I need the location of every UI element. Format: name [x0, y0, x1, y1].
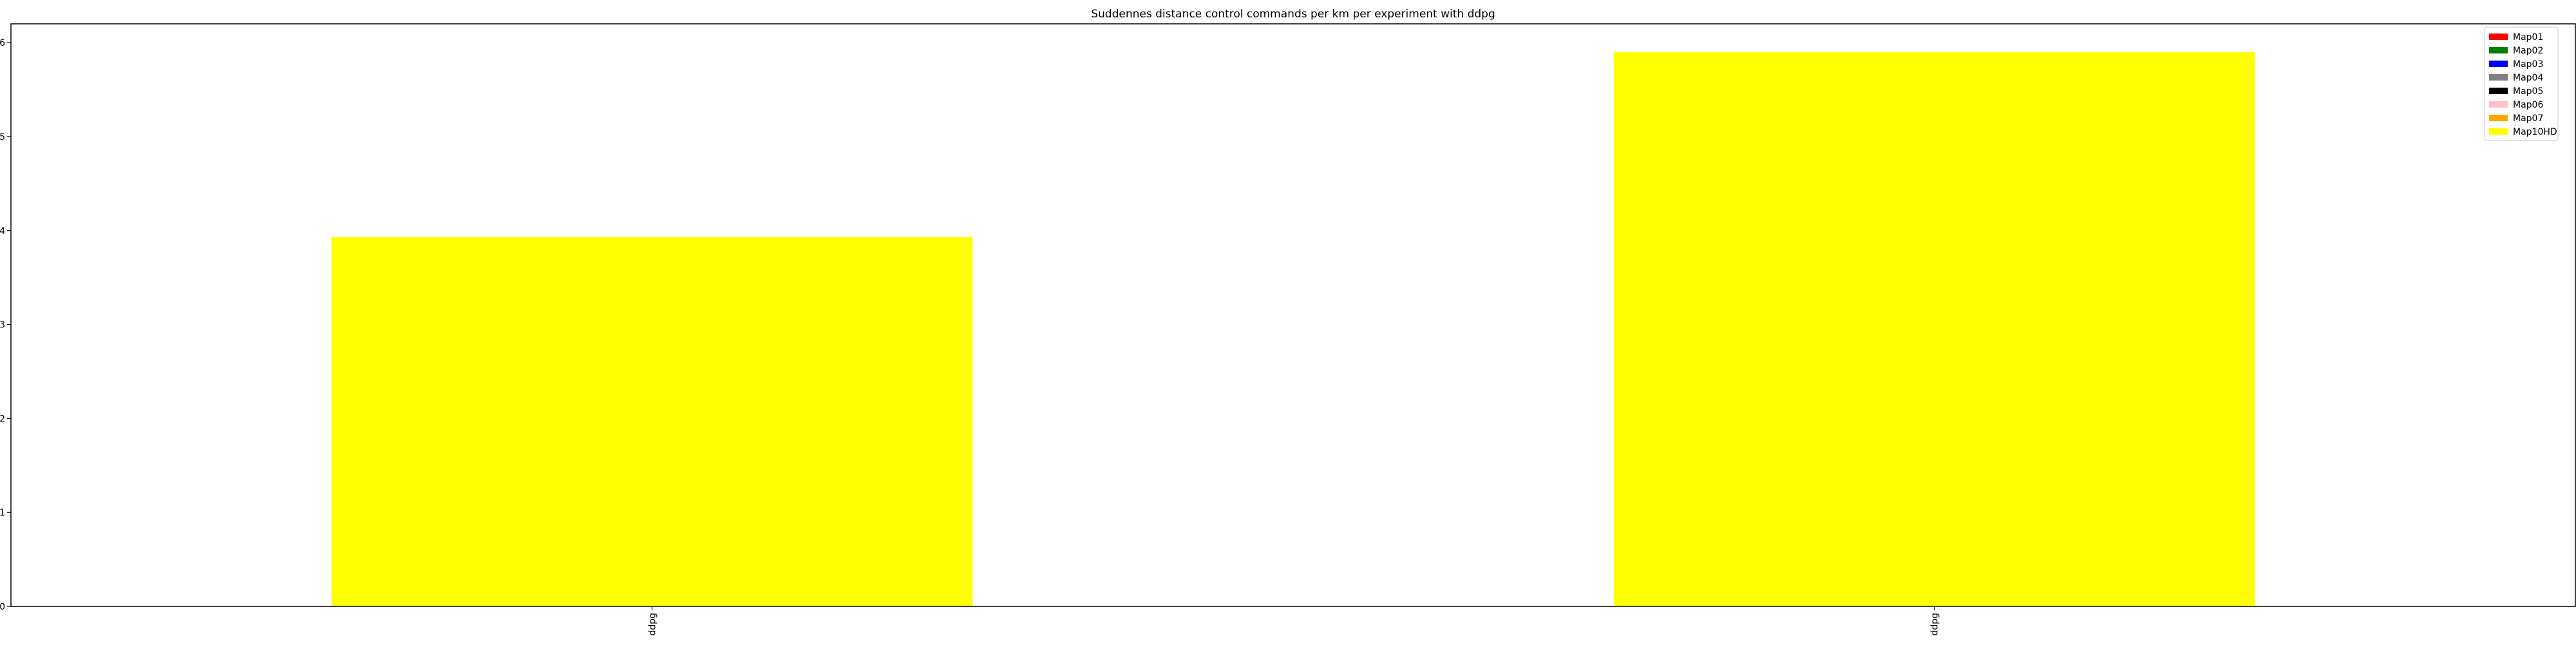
legend-label-map02: Map02: [2513, 46, 2543, 56]
chart-title: Suddennes distance control commands per …: [1091, 8, 1495, 21]
plot-frame: [10, 23, 2576, 607]
legend: Map01 Map02 Map03 Map04 Map05 Map06 Map07 Map10…: [2484, 26, 2559, 141]
y-tick-label: 1: [0, 508, 5, 518]
y-tick-label: 0: [0, 602, 5, 612]
legend-swatch-map02: [2489, 47, 2508, 53]
y-tick-label: 2: [0, 414, 5, 424]
bar-map10hd-2: [1613, 52, 2255, 606]
legend-swatch-map10hd: [2489, 128, 2508, 135]
legend-label-map07: Map07: [2513, 113, 2543, 124]
x-tick-label: ddpg: [648, 613, 658, 636]
y-tick-label: 6: [0, 38, 5, 48]
y-axis: 0 1 2 3 4 5 6: [0, 38, 11, 612]
legend-swatch-map05: [2489, 88, 2508, 94]
legend-box: [2484, 26, 2559, 141]
bar-map10hd-1: [331, 237, 973, 606]
y-tick-label: 5: [0, 132, 5, 142]
legend-swatch-map04: [2489, 74, 2508, 81]
legend-swatch-map06: [2489, 101, 2508, 108]
legend-label-map06: Map06: [2513, 100, 2543, 110]
bars-layer: [331, 52, 2255, 606]
legend-swatch-map03: [2489, 61, 2508, 67]
x-tick-label: ddpg: [1930, 613, 1940, 636]
legend-label-map04: Map04: [2513, 73, 2543, 83]
legend-swatch-map01: [2489, 34, 2508, 40]
legend-label-map03: Map03: [2513, 59, 2543, 70]
legend-label-map01: Map01: [2513, 32, 2543, 43]
x-axis: ddpg ddpg: [648, 606, 1940, 636]
legend-label-map10hd: Map10HD: [2513, 127, 2557, 137]
legend-swatch-map07: [2489, 115, 2508, 121]
y-tick-label: 4: [0, 226, 5, 237]
legend-label-map05: Map05: [2513, 86, 2543, 97]
y-tick-label: 3: [0, 320, 5, 331]
